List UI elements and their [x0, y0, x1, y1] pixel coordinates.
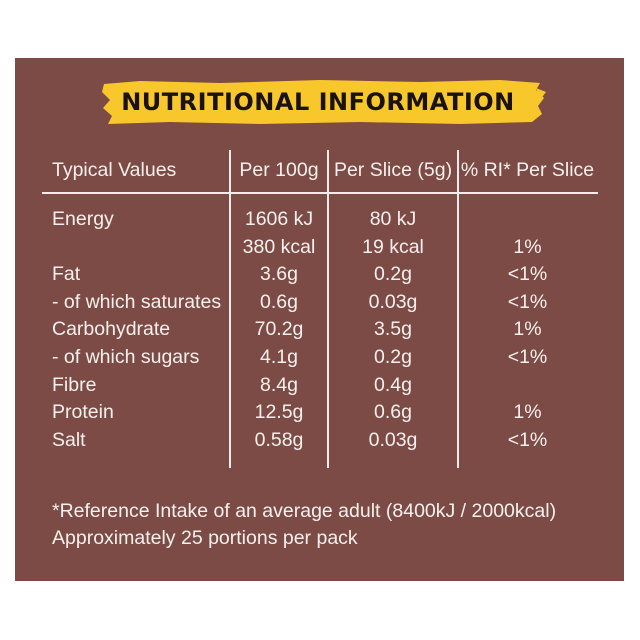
per-slice-value: 19 kcal: [362, 235, 424, 258]
column-divider: [327, 150, 329, 468]
per-100g-value: 0.6g: [260, 290, 298, 313]
per-100g-value: 1606 kJ: [244, 208, 314, 230]
column-divider: [457, 150, 459, 468]
ri-value: [460, 206, 595, 232]
header-ri-per-slice: % RI* Per Slice: [460, 159, 595, 181]
per-100g-value: 12.5g: [254, 401, 304, 424]
ri-value: <1%: [507, 290, 548, 313]
per-slice-value: 0.03g: [368, 290, 418, 313]
ri-value: 1%: [513, 401, 542, 424]
per-slice-value: 0.4g: [374, 373, 412, 396]
title-banner: NUTRITIONAL INFORMATION: [100, 78, 548, 126]
header-per-100g: Per 100g: [239, 159, 319, 181]
row-label: - of which sugars: [52, 346, 200, 368]
ri-value: [460, 372, 595, 398]
row-label: - of which saturates: [52, 290, 222, 313]
column-divider: [229, 150, 231, 468]
ri-value: <1%: [507, 263, 548, 286]
footnote-reference-intake: *Reference Intake of an average adult (8…: [52, 500, 557, 522]
header-typical-values: Typical Values: [52, 159, 177, 181]
ri-value: <1%: [507, 346, 548, 368]
per-100g-value: 3.6g: [260, 263, 298, 286]
row-label: Protein: [52, 401, 114, 424]
per-slice-value: 0.03g: [368, 428, 418, 451]
per-100g-value: 4.1g: [260, 346, 298, 368]
brush-stroke-shape: [102, 80, 546, 124]
per-100g-value: 380 kcal: [242, 235, 316, 258]
per-100g-value: 8.4g: [260, 373, 298, 396]
row-label: Carbohydrate: [52, 318, 171, 341]
per-slice-value: 0.2g: [374, 263, 412, 286]
per-slice-value: 3.5g: [374, 318, 412, 341]
per-slice-value: 0.6g: [374, 401, 412, 424]
per-100g-value: 0.58g: [254, 428, 304, 451]
row-label: Salt: [52, 428, 86, 451]
per-slice-value: 80 kJ: [369, 208, 417, 230]
panel-title: NUTRITIONAL INFORMATION: [121, 88, 515, 116]
footnote-portions: Approximately 25 portions per pack: [52, 527, 358, 549]
nutrition-panel: [15, 58, 624, 581]
per-100g-value: 70.2g: [254, 318, 304, 341]
per-slice-value: 0.2g: [374, 346, 412, 368]
header-per-slice: Per Slice (5g): [333, 159, 453, 181]
row-label: Energy: [52, 208, 114, 230]
row-label: Fat: [52, 263, 81, 286]
row-label: [52, 234, 228, 260]
row-label: Fibre: [52, 373, 97, 396]
header-divider: [42, 192, 598, 194]
ri-value: 1%: [513, 318, 542, 341]
ri-value: 1%: [513, 235, 542, 258]
ri-value: <1%: [507, 428, 548, 451]
